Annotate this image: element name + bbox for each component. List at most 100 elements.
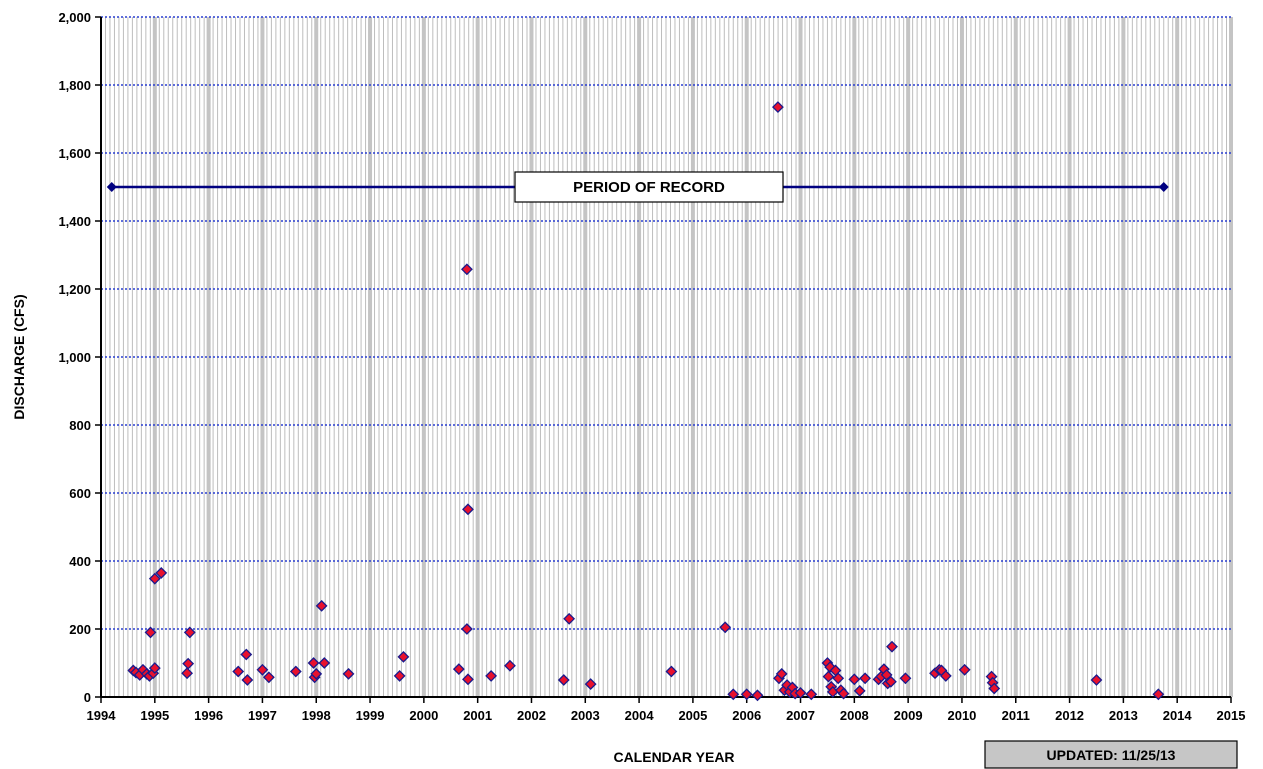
data-point — [794, 687, 807, 699]
x-tick-label: 2005 — [678, 708, 707, 723]
y-tick-label: 0 — [84, 690, 91, 705]
y-tick-label: 1,200 — [58, 282, 91, 297]
data-point — [740, 688, 753, 701]
data-point — [485, 670, 498, 682]
data-point — [837, 687, 850, 700]
tick-labels: 0 200 400 600 800 1,000 1,200 1,400 1,600 1,800 2,… — [58, 10, 1245, 723]
data-point — [1090, 674, 1103, 686]
x-tick-label: 2011 — [1002, 708, 1030, 723]
chart-axes — [95, 16, 1232, 703]
data-point — [939, 670, 952, 682]
y-tick-label: 600 — [69, 486, 91, 501]
data-point — [885, 675, 897, 688]
y-tick-label: 800 — [69, 418, 91, 433]
data-point — [988, 682, 1001, 695]
data-point — [307, 657, 320, 669]
data-points — [127, 101, 1165, 702]
data-point — [182, 657, 195, 670]
y-axis-title: DISCHARGE (CFS) — [11, 294, 27, 419]
data-point — [958, 663, 971, 676]
x-tick-label: 2014 — [1163, 708, 1193, 723]
data-point — [899, 672, 912, 685]
data-point — [310, 667, 323, 680]
data-point — [1152, 688, 1165, 701]
x-tick-label: 2004 — [625, 708, 655, 723]
period-end-marker — [1158, 182, 1169, 192]
x-tick-label: 1997 — [248, 708, 277, 723]
period-of-record-label-box — [514, 171, 784, 203]
data-point — [665, 665, 678, 678]
data-point — [775, 667, 788, 680]
y-tick-label: 400 — [69, 554, 91, 569]
data-point — [155, 566, 168, 579]
data-point — [832, 672, 845, 685]
data-point — [853, 684, 866, 697]
data-point — [342, 667, 355, 680]
data-point — [397, 650, 410, 663]
data-point — [584, 678, 597, 690]
period-start-marker — [106, 182, 117, 192]
x-tick-label: 2010 — [947, 708, 976, 723]
x-tick-label: 2007 — [786, 708, 815, 723]
y-tick-label: 1,800 — [58, 78, 91, 93]
x-tick-label: 2013 — [1109, 708, 1138, 723]
data-point — [727, 688, 740, 701]
data-point — [262, 671, 275, 684]
x-tick-label: 1995 — [140, 708, 169, 723]
updated-label: UPDATED: 11/25/13 — [1047, 747, 1176, 763]
data-point — [181, 667, 194, 680]
data-point — [462, 503, 474, 516]
y-tick-label: 200 — [69, 622, 91, 637]
x-tick-label: 1996 — [194, 708, 223, 723]
data-point — [460, 263, 473, 276]
data-point — [452, 663, 465, 676]
data-point — [772, 101, 784, 114]
x-tick-label: 2009 — [894, 708, 923, 723]
data-point — [144, 626, 157, 639]
x-tick-label: 2000 — [409, 708, 438, 723]
y-tick-label: 2,000 — [58, 10, 91, 25]
data-point — [848, 673, 861, 686]
grid-lines — [101, 16, 1233, 697]
period-of-record-label: PERIOD OF RECORD — [573, 179, 725, 196]
y-tick-label: 1,000 — [58, 350, 91, 365]
data-point — [240, 648, 253, 661]
x-tick-label: 2003 — [571, 708, 600, 723]
data-point — [148, 662, 161, 675]
x-tick-label: 1994 — [87, 708, 117, 723]
x-tick-label: 1999 — [356, 708, 385, 723]
data-point — [256, 663, 269, 676]
data-point — [822, 670, 835, 683]
data-point — [148, 572, 161, 585]
data-point — [315, 599, 328, 612]
data-point — [460, 623, 473, 635]
data-point — [289, 665, 302, 678]
y-tick-label: 1,600 — [58, 146, 91, 161]
data-point — [462, 673, 474, 686]
x-axis-title: CALENDAR YEAR — [613, 749, 734, 765]
data-point — [886, 640, 898, 653]
data-point — [504, 659, 516, 672]
data-point — [751, 689, 764, 702]
data-point — [232, 665, 245, 678]
data-point — [183, 626, 196, 639]
x-tick-label: 1998 — [302, 708, 331, 723]
updated-label-box — [984, 740, 1238, 769]
x-tick-label: 2002 — [517, 708, 546, 723]
x-tick-label: 2001 — [463, 708, 492, 723]
data-point — [318, 657, 331, 669]
data-point — [557, 674, 570, 686]
x-tick-label: 2006 — [732, 708, 761, 723]
data-point — [805, 688, 818, 701]
x-tick-label: 2008 — [840, 708, 869, 723]
data-point — [563, 612, 576, 625]
period-of-record: PERIOD OF RECORD — [106, 171, 1169, 203]
data-point — [719, 621, 732, 634]
data-point — [393, 670, 406, 682]
x-tick-label: 2015 — [1217, 708, 1246, 723]
y-tick-label: 1,400 — [58, 214, 91, 229]
data-point — [859, 672, 872, 685]
data-point — [241, 674, 254, 686]
